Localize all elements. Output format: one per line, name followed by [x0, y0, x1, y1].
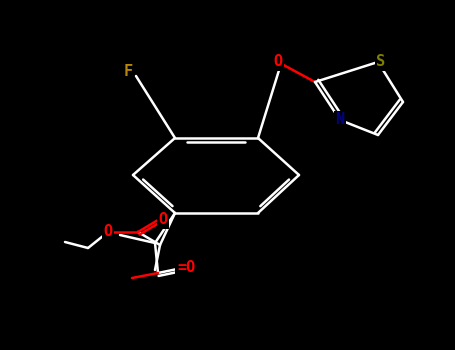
Text: S: S: [376, 55, 385, 70]
Text: O: O: [273, 55, 283, 70]
Text: =O: =O: [177, 260, 195, 275]
Text: S: S: [379, 55, 388, 70]
Text: N: N: [335, 112, 344, 127]
Text: O: O: [272, 55, 281, 70]
Text: O: O: [103, 224, 112, 239]
Text: F: F: [123, 64, 132, 79]
Text: O: O: [158, 212, 167, 228]
Text: N: N: [335, 114, 344, 130]
Text: F: F: [123, 64, 132, 79]
